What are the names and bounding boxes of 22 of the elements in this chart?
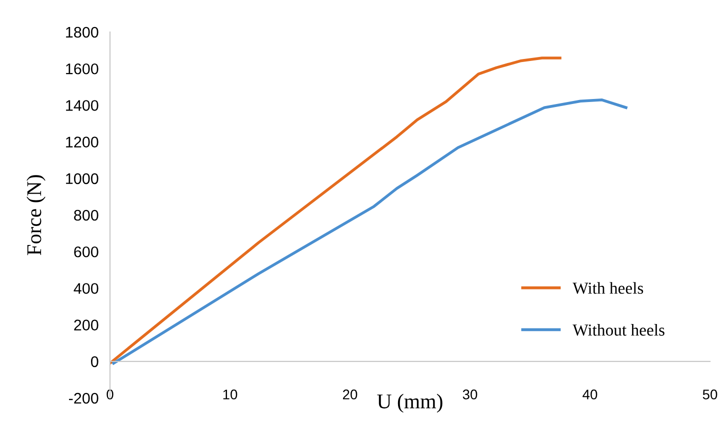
y-tick-label: 1400 [66, 100, 98, 111]
y-tick-label: -200 [68, 392, 98, 404]
x-tick-label: 0 [106, 390, 114, 400]
y-tick-label: 1000 [66, 173, 98, 184]
x-tick-label: 10 [223, 390, 238, 400]
legend-label: With heels [572, 282, 644, 294]
y-tick-label: 400 [74, 283, 98, 294]
y-tick-label: 0 [90, 356, 98, 368]
y-tick-label: 1200 [66, 136, 98, 148]
x-tick-label: 20 [342, 390, 358, 400]
x-tick-label: 40 [582, 390, 598, 400]
y-axis-title: Force (N) [26, 175, 46, 256]
y-tick-label: 200 [74, 320, 98, 330]
y-tick-label: 1800 [66, 26, 98, 38]
y-tick-label: 800 [74, 210, 98, 221]
legend-label: Without heels [572, 324, 664, 336]
y-tick-label: 1600 [66, 63, 98, 74]
line-series [110, 56, 562, 365]
y-tick-label: 600 [74, 246, 98, 258]
x-tick-label: 30 [462, 390, 478, 400]
x-tick-label: 50 [702, 390, 718, 400]
x-axis-title: U (mm) [377, 394, 442, 413]
